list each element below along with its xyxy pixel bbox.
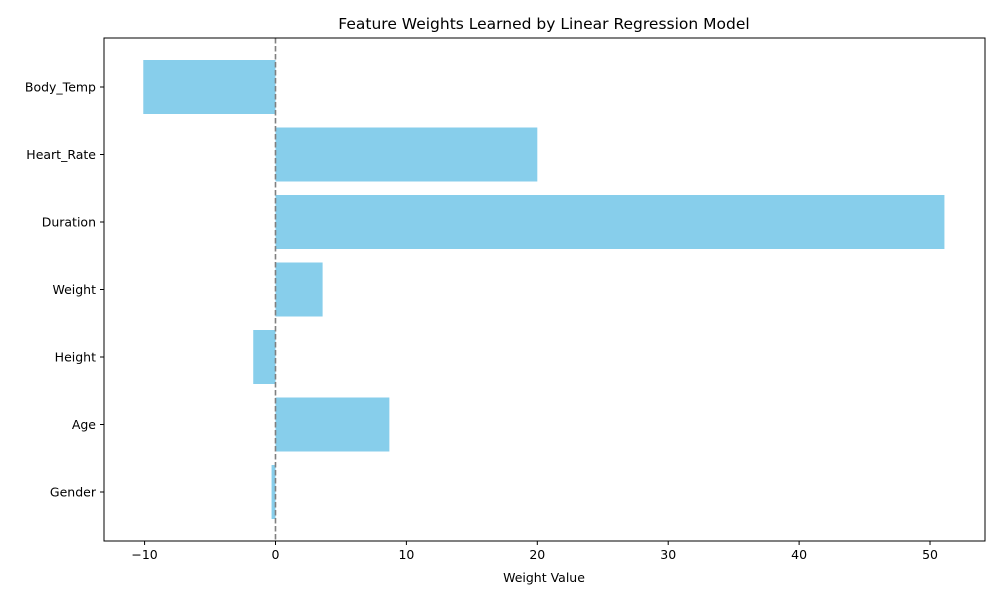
bar-heart-rate [275,127,538,182]
x-tick-label: 50 [922,547,938,562]
chart-title: Feature Weights Learned by Linear Regres… [338,15,749,33]
x-tick-label: 30 [660,547,676,562]
x-tick-label: 0 [272,547,280,562]
x-tick-label: 10 [398,547,414,562]
y-tick-label: Heart_Rate [26,147,96,162]
y-tick-label: Gender [50,485,97,500]
x-tick-label: −10 [131,547,157,562]
x-ticks-group: −10 0 10 20 30 40 50 [131,541,938,562]
x-tick-label: 40 [791,547,807,562]
bar-age [275,397,390,452]
y-tick-label: Duration [42,215,96,230]
y-ticks-group: Gender Age Height Weight Duration Heart_Rate B… [25,80,104,500]
y-tick-label: Height [55,350,96,365]
y-tick-label: Age [72,417,96,432]
x-axis-label: Weight Value [503,570,585,585]
bar-gender [271,465,276,519]
x-tick-label: 20 [529,547,545,562]
bar-weight [275,262,323,317]
bar-body-temp [143,60,276,114]
bar-duration [275,195,945,249]
y-tick-label: Weight [52,282,96,297]
bar-height [253,330,276,384]
y-tick-label: Body_Temp [25,80,96,95]
bars-group [143,60,945,519]
